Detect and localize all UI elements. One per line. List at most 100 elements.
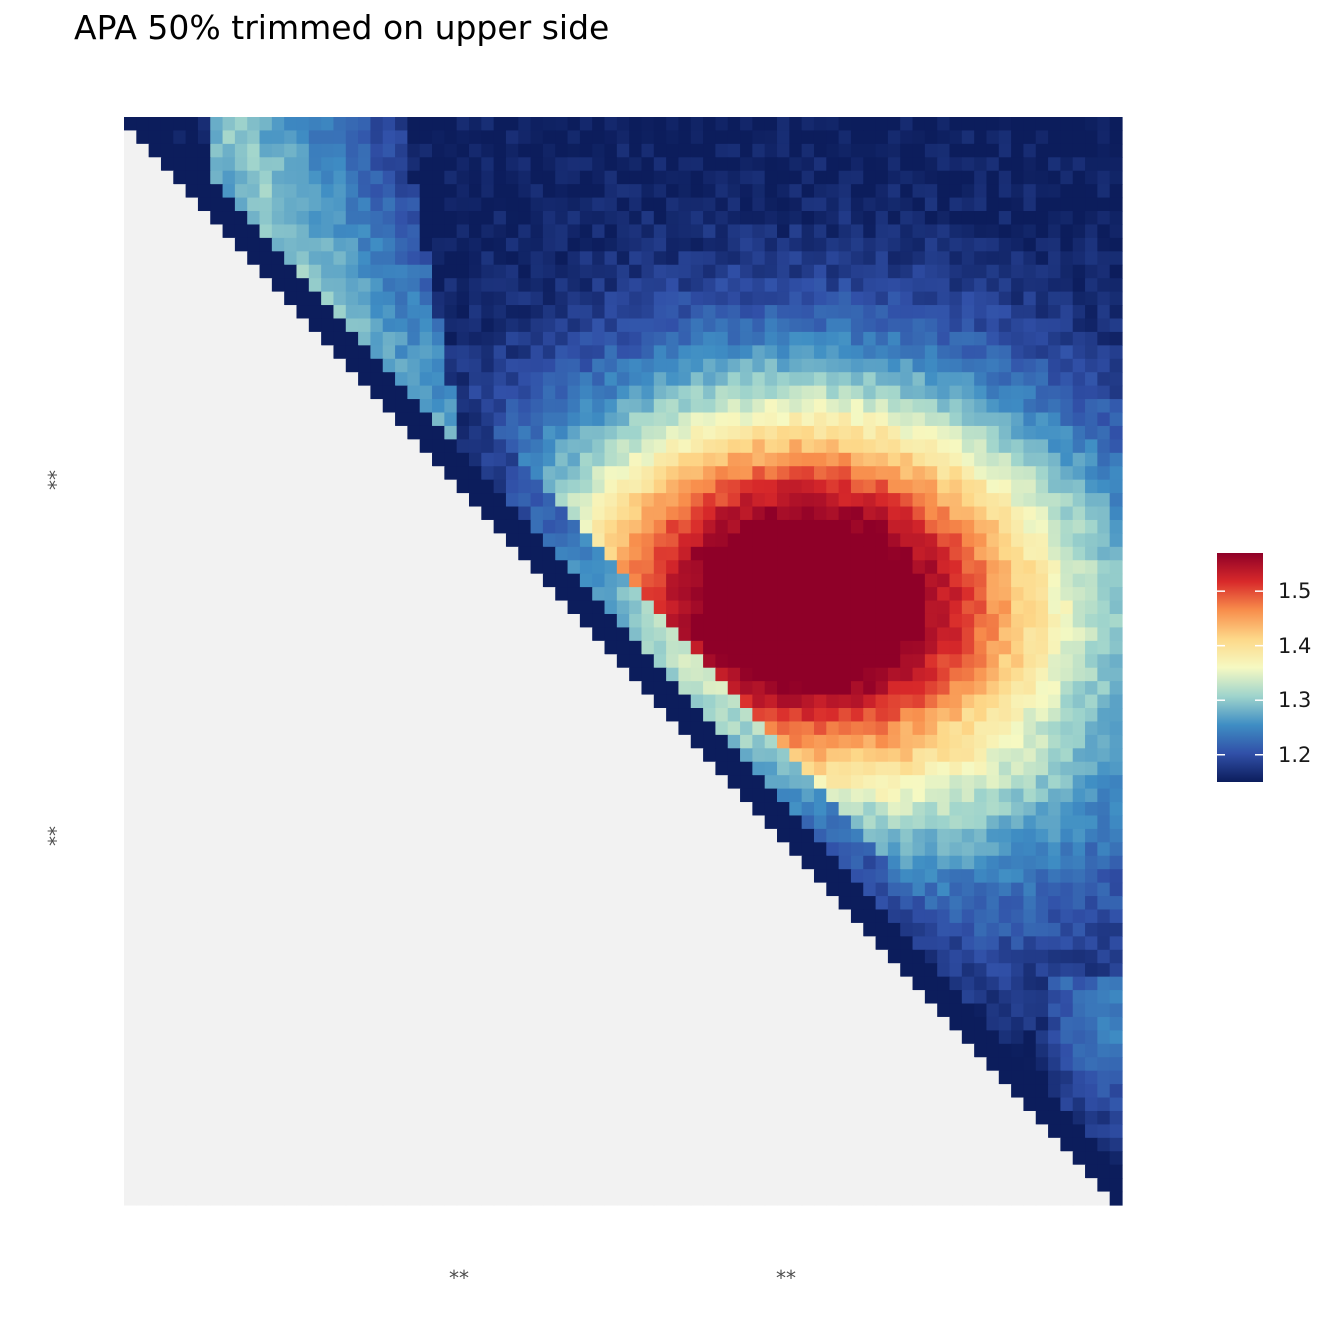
heatmap-cell — [961, 519, 975, 534]
heatmap-cell — [481, 412, 495, 427]
heatmap-cell — [801, 291, 815, 306]
masked-cell — [210, 802, 224, 817]
heatmap-cell — [863, 439, 877, 454]
heatmap-cell — [653, 654, 667, 669]
masked-cell — [678, 815, 692, 830]
heatmap-cell — [542, 278, 556, 293]
heatmap-cell — [863, 667, 877, 682]
heatmap-cell — [518, 170, 532, 185]
masked-cell — [468, 681, 482, 696]
heatmap-cell — [1072, 439, 1086, 454]
heatmap-cell — [838, 211, 852, 226]
masked-cell — [148, 815, 162, 830]
heatmap-cell — [567, 399, 581, 414]
masked-cell — [616, 869, 630, 884]
masked-cell — [777, 922, 790, 937]
masked-cell — [321, 681, 335, 696]
heatmap-cell — [900, 412, 914, 427]
heatmap-cell — [715, 170, 729, 185]
heatmap-cell — [838, 439, 852, 454]
masked-cell — [382, 708, 396, 723]
masked-cell — [185, 600, 199, 615]
heatmap-cell — [801, 358, 815, 373]
heatmap-cell — [998, 654, 1012, 669]
heatmap-cell — [1023, 211, 1037, 226]
heatmap-cell — [863, 573, 877, 588]
masked-cell — [173, 748, 187, 763]
heatmap-cell — [1109, 425, 1123, 440]
heatmap-cell — [813, 305, 827, 320]
heatmap-cell — [887, 117, 901, 132]
masked-cell — [370, 587, 384, 602]
heatmap-cell — [986, 842, 1000, 857]
masked-cell — [481, 708, 495, 723]
heatmap-cell — [1035, 278, 1049, 293]
heatmap-cell — [974, 667, 988, 682]
masked-cell — [542, 681, 556, 696]
masked-cell — [296, 828, 310, 843]
heatmap-cell — [616, 466, 630, 481]
heatmap-cell — [875, 143, 889, 158]
heatmap-cell — [801, 331, 815, 346]
masked-cell — [210, 734, 224, 749]
masked-cell — [247, 734, 261, 749]
masked-cell — [259, 640, 273, 655]
heatmap-cell — [382, 291, 396, 306]
masked-cell — [592, 761, 606, 776]
heatmap-cell — [444, 399, 458, 414]
masked-cell — [653, 748, 667, 763]
masked-cell — [592, 775, 606, 790]
masked-cell — [432, 533, 445, 548]
heatmap-cell — [1085, 372, 1098, 387]
masked-cell — [505, 734, 519, 749]
heatmap-cell — [592, 358, 606, 373]
masked-cell — [148, 721, 162, 736]
heatmap-cell — [703, 734, 717, 749]
heatmap-cell — [666, 681, 680, 696]
heatmap-cell — [641, 573, 655, 588]
heatmap-cell — [296, 130, 310, 145]
heatmap-cell — [604, 291, 618, 306]
masked-cell — [321, 587, 335, 602]
masked-cell — [395, 842, 408, 857]
heatmap-cell — [912, 681, 926, 696]
heatmap-cell — [505, 197, 519, 212]
masked-cell — [419, 600, 433, 615]
masked-cell — [407, 828, 421, 843]
heatmap-cell — [912, 479, 926, 494]
heatmap-cell — [924, 184, 938, 199]
heatmap-cell — [1011, 385, 1025, 400]
masked-cell — [271, 587, 285, 602]
heatmap-cell — [1097, 815, 1111, 830]
heatmap-cell — [887, 721, 901, 736]
heatmap-cell — [1023, 748, 1037, 763]
heatmap-cell — [949, 479, 963, 494]
heatmap-cell — [481, 331, 495, 346]
heatmap-cell — [678, 331, 692, 346]
heatmap-cell — [764, 211, 778, 226]
heatmap-cell — [407, 197, 421, 212]
masked-cell — [160, 667, 174, 682]
heatmap-cell — [592, 479, 606, 494]
heatmap-cell — [419, 385, 433, 400]
heatmap-cell — [703, 399, 717, 414]
heatmap-cell — [370, 143, 384, 158]
masked-cell — [419, 721, 433, 736]
heatmap-cell — [542, 224, 556, 239]
masked-cell — [395, 613, 408, 629]
masked-cell — [124, 909, 137, 924]
heatmap-cell — [777, 224, 790, 239]
heatmap-cell — [703, 331, 717, 346]
heatmap-cell — [801, 372, 815, 387]
heatmap-cell — [296, 197, 310, 212]
heatmap-cell — [629, 506, 643, 521]
masked-cell — [592, 936, 606, 951]
masked-cell — [234, 815, 248, 830]
heatmap-cell — [1023, 318, 1037, 333]
heatmap-cell — [653, 251, 667, 266]
masked-cell — [160, 305, 174, 320]
heatmap-cell — [850, 130, 864, 145]
heatmap-cell — [1048, 211, 1061, 226]
heatmap-cell — [826, 211, 840, 226]
masked-cell — [234, 788, 248, 803]
